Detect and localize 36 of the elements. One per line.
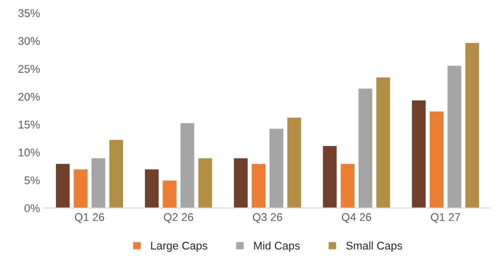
bar: [72, 168, 88, 208]
y-tick-label: 25%: [18, 64, 40, 73]
bar: [428, 110, 444, 208]
bar: [464, 42, 480, 208]
bar: [446, 64, 462, 208]
x-tick-label: Q1 26: [74, 213, 104, 224]
y-tick-label: 30%: [18, 37, 40, 45]
x-tick-label: Q4 26: [342, 213, 372, 224]
y-tick-label: 35%: [18, 9, 40, 18]
bar: [322, 145, 338, 208]
y-tick-label: 10%: [18, 148, 40, 156]
bar: [375, 76, 391, 208]
bar: [197, 157, 213, 208]
bar: [55, 163, 71, 208]
bar: [233, 157, 249, 208]
bar: [162, 180, 178, 208]
x-tick-label: Q2 26: [164, 213, 194, 224]
bar: [90, 157, 106, 208]
x-tick-label: Q3 26: [252, 213, 282, 224]
bar: [340, 163, 356, 208]
legend-label: Large Caps: [151, 242, 208, 252]
bar: [250, 163, 266, 208]
bar: [180, 122, 196, 208]
x-tick-label: Q1 27: [430, 213, 460, 224]
bar: [358, 88, 374, 208]
bar: [144, 168, 160, 208]
bar: [411, 99, 427, 208]
y-tick-label: 15%: [18, 120, 40, 129]
y-tick-label: 20%: [18, 92, 40, 101]
y-tick-label: 0%: [24, 204, 40, 212]
bar: [268, 128, 284, 208]
y-tick-label: 5%: [24, 176, 40, 184]
legend-label: Mid Caps: [254, 241, 300, 252]
bar: [108, 139, 124, 208]
legend-label: Small Caps: [346, 241, 402, 252]
bar: [286, 116, 302, 208]
